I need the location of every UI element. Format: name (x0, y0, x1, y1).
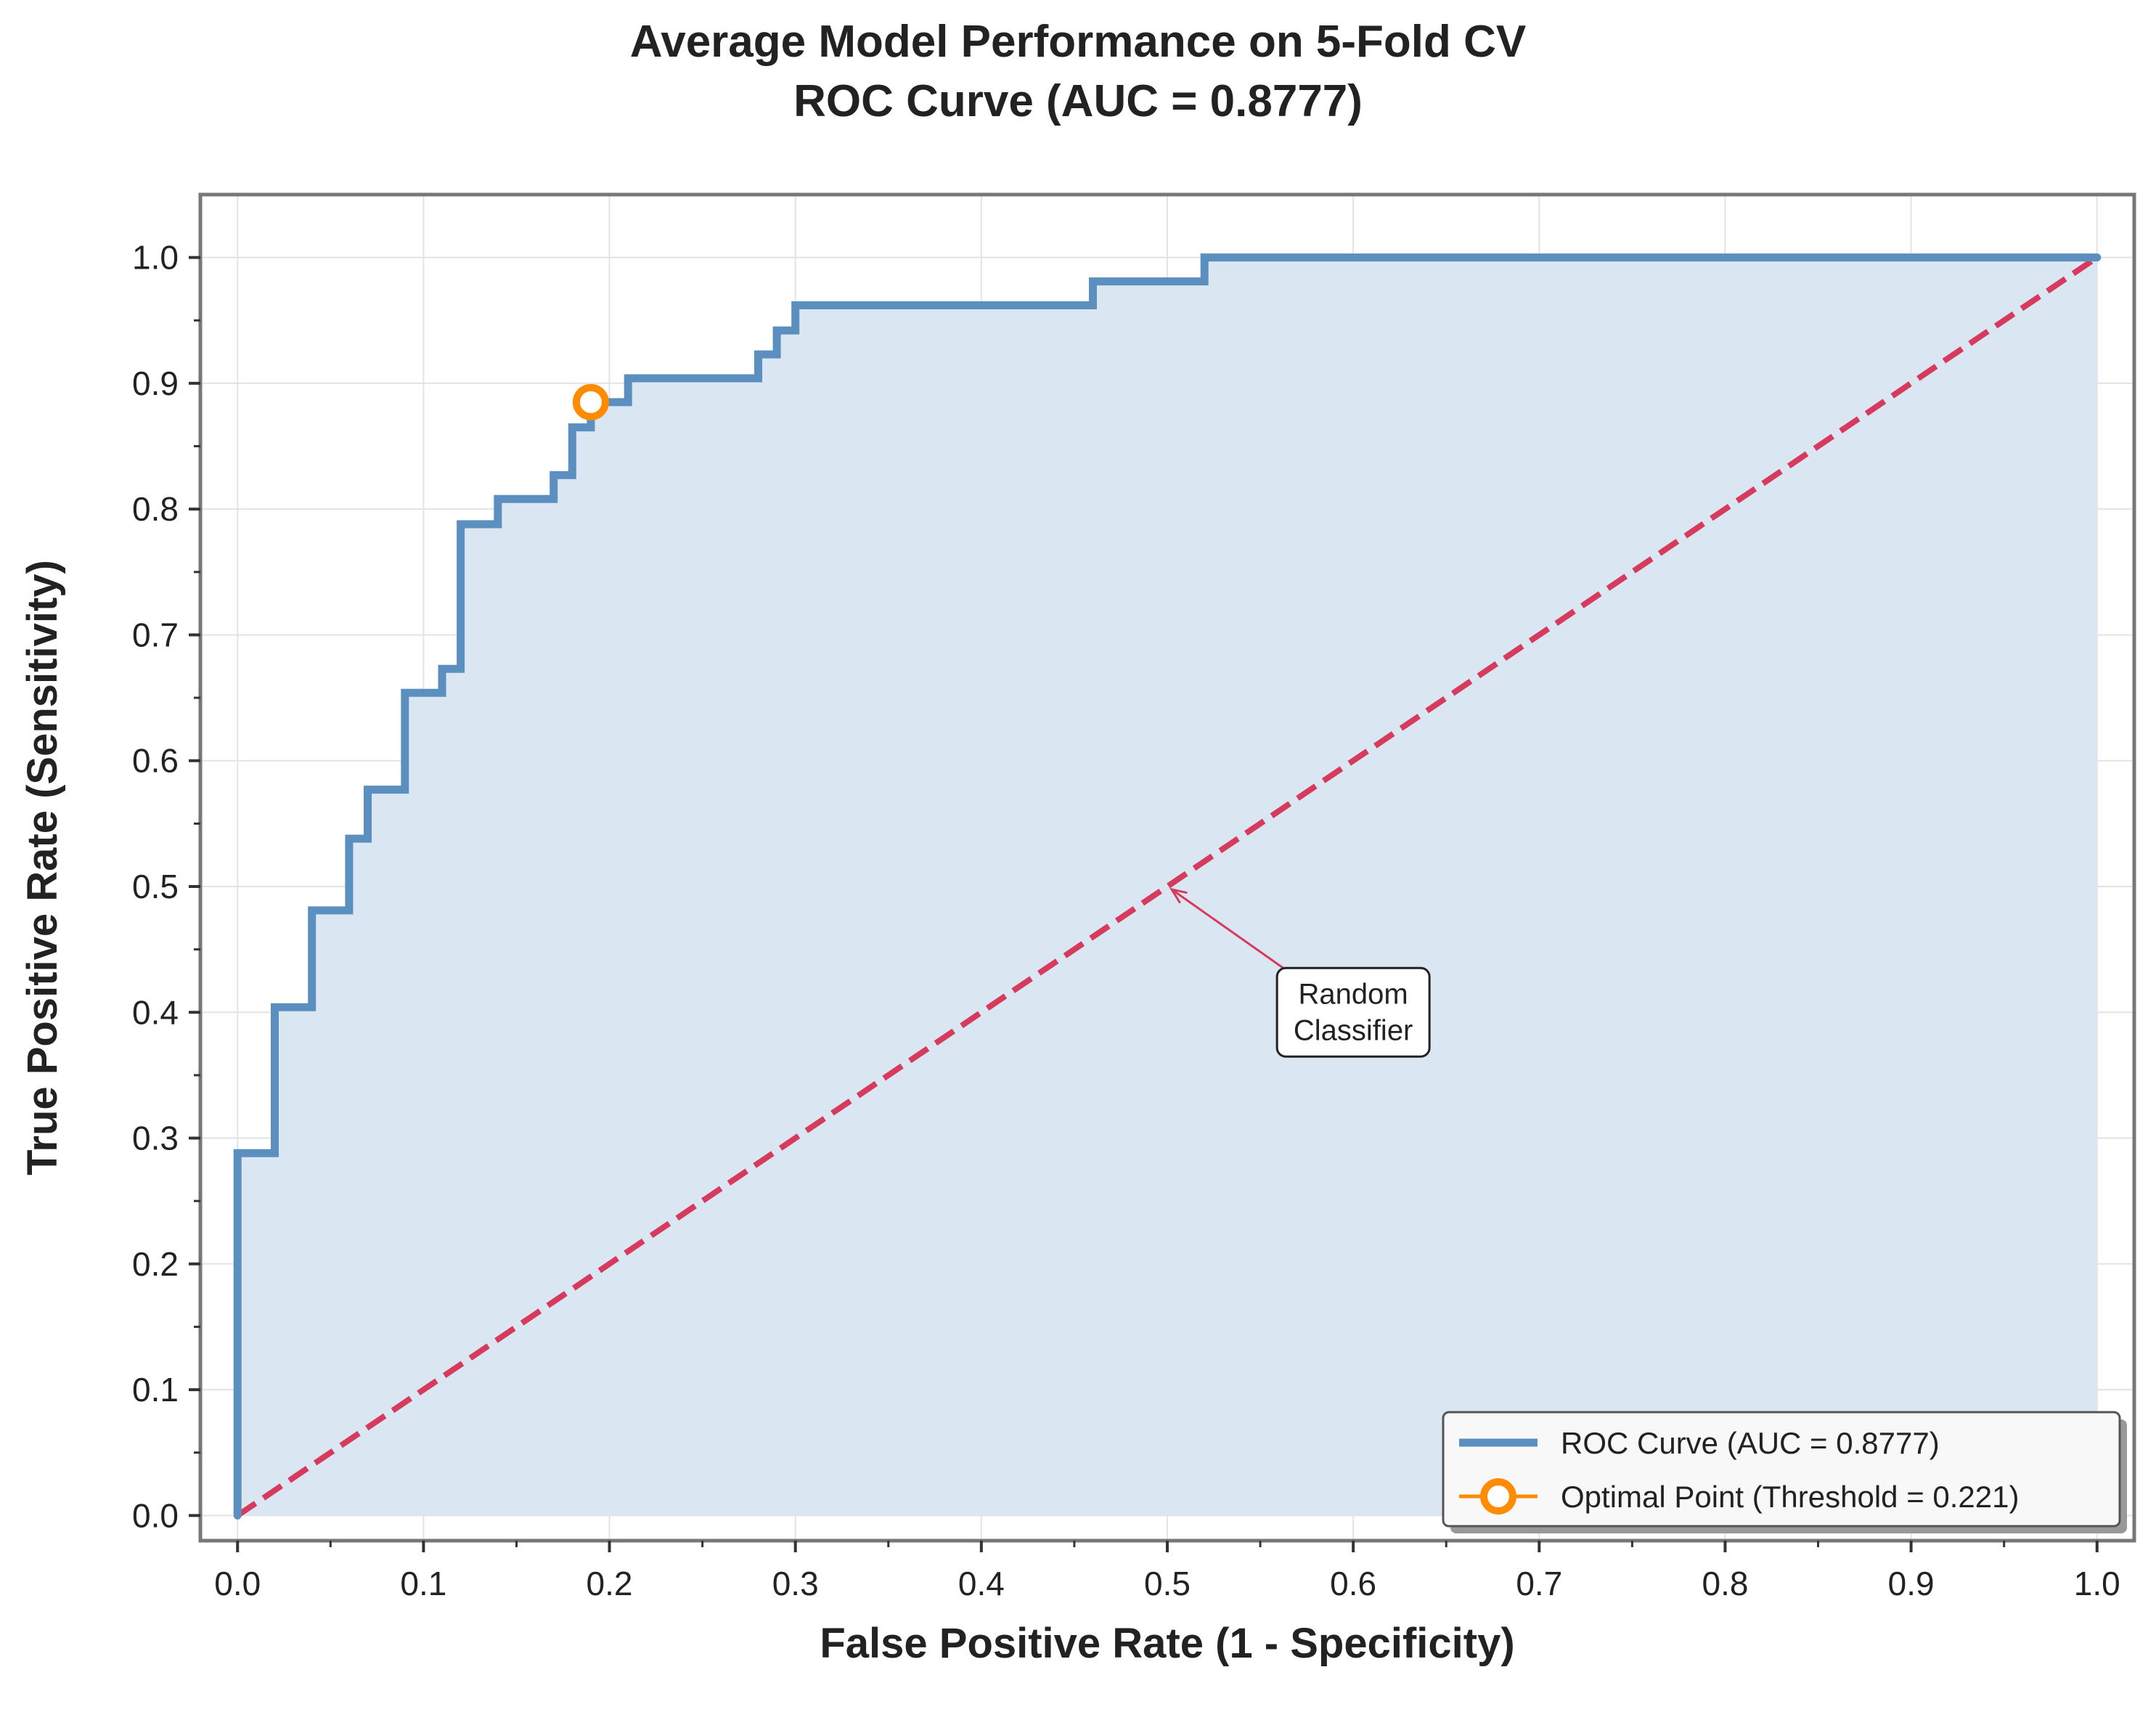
y-tick-label: 1.0 (132, 239, 179, 277)
x-tick-label: 0.0 (214, 1565, 261, 1602)
y-tick-label: 0.7 (132, 616, 179, 653)
chart-title: Average Model Performance on 5-Fold CV (630, 17, 1527, 67)
x-tick-label: 0.8 (1702, 1565, 1748, 1602)
x-tick-label: 0.4 (958, 1565, 1005, 1602)
legend-label: Optimal Point (Threshold = 0.221) (1561, 1480, 2019, 1514)
y-tick-label: 0.0 (132, 1496, 179, 1534)
y-tick-label: 0.4 (132, 993, 179, 1031)
y-tick-label: 0.3 (132, 1120, 179, 1157)
annotation-arrowhead (1169, 887, 1188, 904)
x-tick-label: 0.9 (1888, 1565, 1935, 1602)
legend-swatch-marker (1480, 1478, 1516, 1515)
annotation-layer: Random Classifier (1169, 887, 1431, 1058)
roc-area-fill (237, 257, 2097, 1516)
roc-fill-layer (237, 257, 2097, 1516)
legend-label: ROC Curve (AUC = 0.8777) (1561, 1426, 1940, 1460)
x-tick-label: 0.7 (1516, 1565, 1562, 1602)
y-tick-label: 0.8 (132, 490, 179, 528)
y-tick-label: 0.5 (132, 868, 179, 905)
chart-subtitle: ROC Curve (AUC = 0.8777) (793, 76, 1363, 126)
x-axis-label: False Positive Rate (1 - Specificity) (820, 1620, 1514, 1667)
legend: ROC Curve (AUC = 0.8777) Optimal Point (T… (1442, 1411, 2127, 1533)
annotation-text: Classifier (1294, 1014, 1413, 1046)
x-tick-label: 0.5 (1144, 1565, 1191, 1602)
x-axis-ticks: 0.0 0.1 0.2 0.3 0.4 0.5 0.6 0.7 0.8 0.9 1.0 (214, 1541, 2120, 1602)
y-axis-ticks: 0.0 0.1 0.2 0.3 0.4 0.5 0.6 0.7 0.8 0.9 1.0 (132, 239, 200, 1534)
x-tick-label: 0.2 (587, 1565, 633, 1602)
x-tick-label: 0.6 (1330, 1565, 1376, 1602)
y-tick-label: 0.6 (132, 742, 179, 780)
y-tick-label: 0.2 (132, 1245, 179, 1283)
roc-curve-line (233, 253, 2102, 1520)
optimal-point-layer (572, 383, 609, 420)
legend-box (1442, 1411, 2121, 1528)
annotation-box (1275, 966, 1431, 1058)
y-tick-label: 0.9 (132, 364, 179, 402)
y-tick-label: 0.1 (132, 1371, 179, 1409)
x-tick-label: 0.3 (772, 1565, 819, 1602)
roc-curve-layer (233, 253, 2102, 1520)
y-axis-label: True Positive Rate (Sensitivity) (19, 560, 66, 1175)
annotation-arrow (1171, 888, 1286, 970)
annotation-text: Random (1299, 978, 1408, 1010)
optimal-point-marker (572, 383, 609, 420)
x-tick-label: 1.0 (2074, 1565, 2120, 1602)
x-tick-label: 0.1 (400, 1565, 446, 1602)
